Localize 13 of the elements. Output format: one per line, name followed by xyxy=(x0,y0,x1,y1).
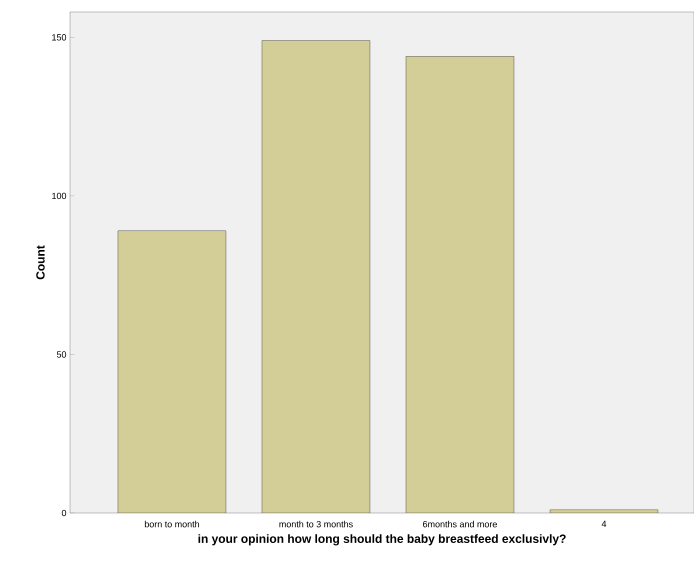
bar xyxy=(262,40,370,513)
bar xyxy=(118,230,226,513)
y-tick-label: 0 xyxy=(62,510,66,516)
bar xyxy=(406,56,514,513)
y-tick-label: 50 xyxy=(56,351,66,358)
x-tick-label: 4 xyxy=(602,520,606,527)
y-axis-title: Count xyxy=(36,245,45,280)
x-tick-label: born to month xyxy=(144,520,200,528)
x-tick-label: 6months and more xyxy=(423,520,497,528)
y-tick-label: 150 xyxy=(52,34,66,41)
x-axis-title: in your opinion how long should the baby breastfeed exclusivly? xyxy=(198,534,566,546)
x-tick-label: month to 3 months xyxy=(279,520,353,528)
y-tick-label: 100 xyxy=(52,192,66,200)
